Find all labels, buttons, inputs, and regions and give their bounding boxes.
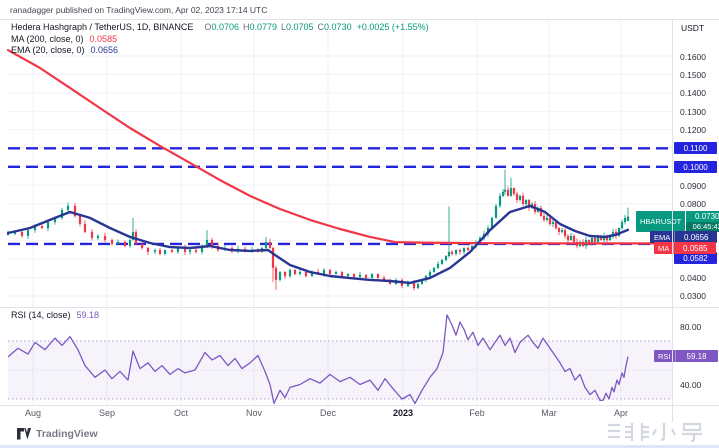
header-divider [0, 19, 719, 20]
open-label: O [204, 22, 212, 32]
pane-divider[interactable] [0, 307, 719, 308]
symbol-title: Hedera Hashgraph / TetherUS, 1D, BINANCE [11, 22, 194, 32]
symbol-legend-row[interactable]: Hedera Hashgraph / TetherUS, 1D, BINANCE… [11, 22, 429, 32]
page-bottom-strip [0, 445, 719, 448]
footer-bar: TradingView [0, 422, 719, 445]
close-value: 0.0730 [324, 22, 352, 32]
publish-info: ranadagger published on TradingView.com,… [10, 5, 268, 15]
rsi-label: RSI (14, close) [11, 310, 71, 320]
price-axis-divider [672, 19, 673, 422]
rsi-value: 59.18 [76, 310, 100, 320]
low-value: 0.0705 [286, 22, 314, 32]
open-value: 0.0706 [211, 22, 239, 32]
ema-value: 0.0656 [90, 45, 119, 55]
tradingview-brand[interactable]: TradingView [36, 428, 98, 440]
time-axis-divider [0, 405, 719, 406]
change-value: +0.0025 (+1.55%) [356, 22, 429, 32]
ma-label: MA (200, close, 0) [11, 34, 84, 44]
close-label: C [317, 22, 325, 32]
quote-currency-label: USDT [681, 23, 705, 33]
watermark [608, 422, 702, 443]
tradingview-logo-icon[interactable] [17, 427, 31, 440]
high-label: H [242, 22, 250, 32]
rsi-legend-row[interactable]: RSI (14, close) 59.18 [11, 310, 99, 320]
high-value: 0.0779 [249, 22, 277, 32]
ema-legend-row[interactable]: EMA (20, close, 0) 0.0656 [11, 45, 118, 55]
ma-legend-row[interactable]: MA (200, close, 0) 0.0585 [11, 34, 117, 44]
ma-value: 0.0585 [89, 34, 118, 44]
low-label: L [281, 22, 287, 32]
ema-label: EMA (20, close, 0) [11, 45, 85, 55]
